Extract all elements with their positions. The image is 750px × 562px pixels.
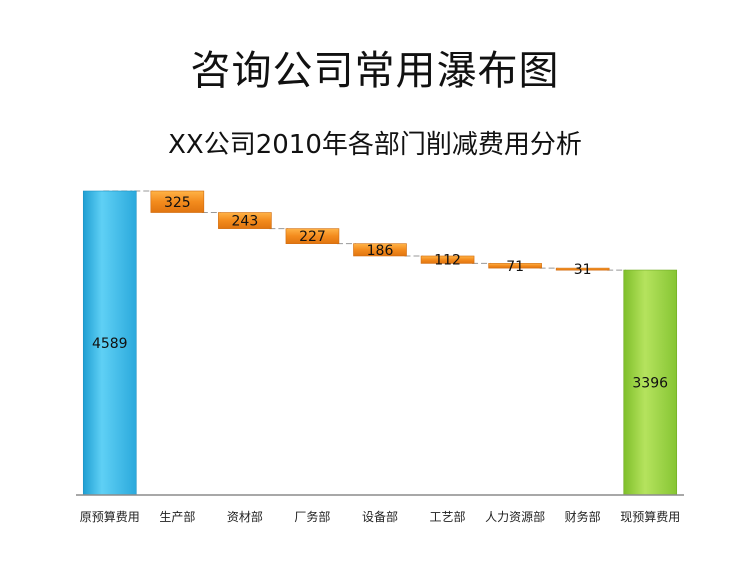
value-label: 31 (574, 262, 592, 278)
bar-生产部 (150, 190, 205, 213)
value-labels: 4589 325 243 227 186 112 71 31 3396 (92, 195, 668, 392)
category-label: 工艺部 (430, 509, 466, 524)
category-labels: 原预算费用 生产部 资材部 厂务部 设备部 工艺部 人力资源部 财务部 现预算费用 (80, 509, 680, 524)
value-label: 186 (367, 243, 394, 259)
category-label: 设备部 (362, 509, 398, 524)
bar-资材部 (218, 212, 272, 229)
value-label: 112 (434, 253, 461, 269)
bar-厂务部 (285, 228, 340, 244)
category-label: 财务部 (565, 509, 601, 524)
bar-设备部 (353, 243, 407, 257)
bar-人力资源部 (488, 263, 542, 269)
category-label: 资材部 (227, 509, 263, 524)
bars (82, 190, 678, 496)
category-label: 原预算费用 (80, 509, 140, 524)
value-label: 3396 (632, 376, 668, 392)
category-label: 生产部 (159, 509, 195, 524)
category-label: 人力资源部 (485, 509, 545, 524)
value-label: 4589 (92, 336, 128, 352)
value-label: 243 (232, 214, 259, 230)
chart-subtitle: XX公司2010年各部门削减费用分析 (168, 130, 582, 160)
value-label: 325 (164, 195, 191, 211)
value-label: 227 (299, 229, 326, 245)
bar-现预算费用 (623, 269, 678, 496)
category-label: 现预算费用 (620, 509, 680, 524)
bar-财务部 (555, 267, 610, 271)
value-label: 71 (506, 259, 524, 275)
bar-工艺部 (420, 255, 475, 264)
bar-原预算费用 (82, 190, 137, 496)
category-label: 厂务部 (294, 509, 330, 524)
chart-title: 咨询公司常用瀑布图 (190, 48, 560, 94)
